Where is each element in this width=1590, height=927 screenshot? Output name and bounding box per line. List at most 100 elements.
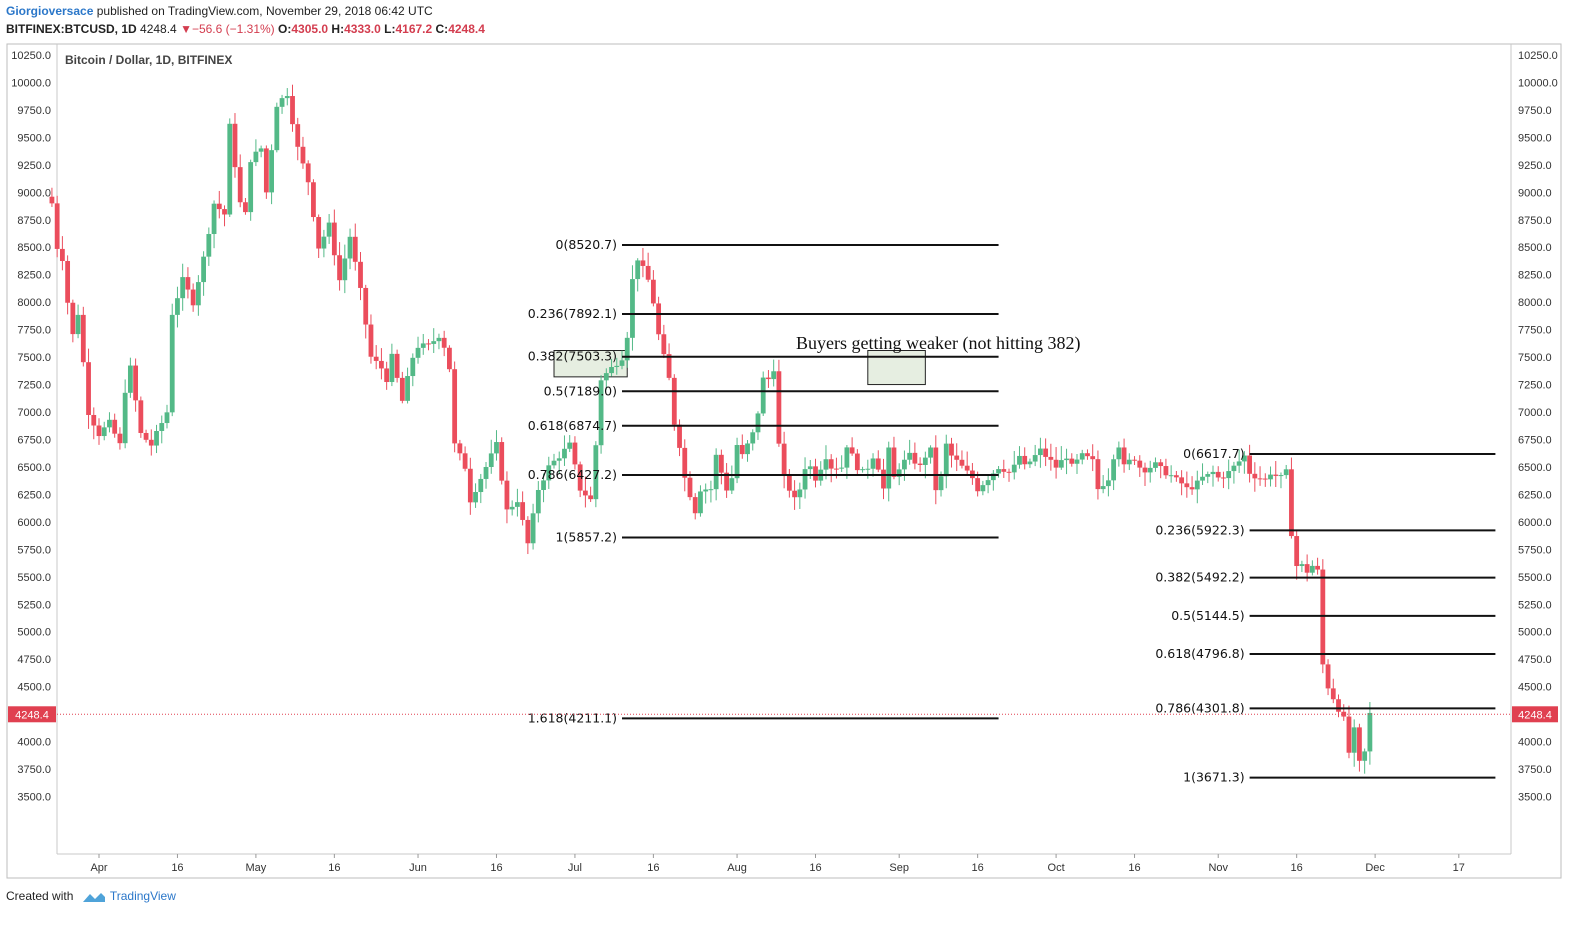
candle-body xyxy=(1043,448,1049,457)
candle-body xyxy=(1346,716,1352,753)
y-tick-label-left: 3750.0 xyxy=(17,764,51,776)
candle-body xyxy=(703,489,709,492)
candle-body xyxy=(54,203,60,249)
candle-body xyxy=(828,459,834,469)
x-tick-label: Apr xyxy=(90,862,107,874)
candle-body xyxy=(1304,564,1310,573)
candle-body xyxy=(405,376,410,401)
candle-body xyxy=(535,489,541,514)
y-tick-label-right: 3500.0 xyxy=(1518,792,1552,804)
fib-label: 0(8520.7) xyxy=(556,237,617,252)
candle-body xyxy=(1210,471,1216,475)
y-tick-label-left: 8000.0 xyxy=(17,297,51,309)
candle-body xyxy=(645,265,651,280)
y-tick-label-right: 8500.0 xyxy=(1518,242,1552,254)
low-value: 4167.2 xyxy=(395,22,433,36)
candle-body xyxy=(1053,459,1059,468)
candle-body xyxy=(985,480,991,486)
y-tick-label-right: 9250.0 xyxy=(1518,160,1552,172)
candle-body xyxy=(1111,459,1117,481)
candle-body xyxy=(1299,564,1305,567)
price-tag-left xyxy=(8,706,56,723)
candle-body xyxy=(776,371,782,444)
x-tick-label: Nov xyxy=(1208,862,1228,874)
candle-body xyxy=(687,477,693,498)
candle-body xyxy=(337,255,342,281)
price-change: −56.6 (−1.31%) xyxy=(191,22,275,36)
candle-body xyxy=(347,236,353,259)
publish-info: published on TradingView.com, November 2… xyxy=(96,4,433,18)
candle-body xyxy=(1126,459,1132,465)
last-price: 4248.4 xyxy=(140,22,177,36)
fib-label: 0.236(5922.3) xyxy=(1155,522,1244,537)
y-tick-label-left: 8750.0 xyxy=(17,215,51,227)
candle-body xyxy=(415,347,421,358)
candle-body xyxy=(169,314,175,413)
y-tick-label-left: 6250.0 xyxy=(17,489,51,501)
candle-body xyxy=(875,458,881,470)
candle-body xyxy=(980,485,986,492)
candle-body xyxy=(253,151,259,163)
y-tick-label-right: 4750.0 xyxy=(1518,654,1552,666)
candle-body xyxy=(949,443,954,456)
candle-body xyxy=(379,360,384,369)
candle-body xyxy=(1147,467,1153,473)
candle-body xyxy=(274,106,280,151)
candle-body xyxy=(86,362,91,415)
candle-body xyxy=(666,354,672,378)
candle-body xyxy=(1105,480,1111,487)
candle-body xyxy=(1320,569,1326,665)
candle-body xyxy=(190,289,196,306)
fib-label: 0.786(4301.8) xyxy=(1155,700,1244,715)
open-value: 4305.0 xyxy=(291,22,329,36)
x-tick-label: 16 xyxy=(490,862,502,874)
candle-body xyxy=(258,148,264,152)
candle-body xyxy=(127,365,133,393)
y-tick-label-left: 5750.0 xyxy=(17,544,51,556)
candle-body xyxy=(394,353,400,378)
y-tick-label-right: 9750.0 xyxy=(1518,105,1552,117)
candle-body xyxy=(1017,455,1022,465)
candle-body xyxy=(243,202,248,213)
candle-body xyxy=(896,469,902,477)
candle-body xyxy=(692,497,698,514)
y-tick-label-right: 8000.0 xyxy=(1518,297,1552,309)
candle-body xyxy=(515,502,520,507)
open-label: O: xyxy=(278,22,292,36)
candle-body xyxy=(1221,477,1226,479)
candle-body xyxy=(1241,455,1247,462)
candle-body xyxy=(854,453,860,471)
y-tick-label-right: 7500.0 xyxy=(1518,352,1552,364)
candle-body xyxy=(399,377,405,401)
candle-body xyxy=(786,474,792,491)
candle-body xyxy=(593,445,599,500)
candle-body xyxy=(342,258,348,281)
candle-body xyxy=(1001,469,1007,472)
fib-label: 0.618(6874.7) xyxy=(528,418,617,433)
close-value: 4248.4 xyxy=(448,22,485,36)
candle-body xyxy=(781,443,787,475)
candle-body xyxy=(441,337,447,348)
candle-body xyxy=(546,465,552,481)
candle-body xyxy=(488,453,494,467)
candle-body xyxy=(588,495,594,500)
candle-body xyxy=(75,314,81,335)
candle-body xyxy=(766,377,771,380)
x-tick-label: Aug xyxy=(727,862,747,874)
y-tick-label-left: 5500.0 xyxy=(17,572,51,584)
candle-body xyxy=(860,469,865,471)
candle-body xyxy=(713,454,719,490)
candle-body xyxy=(1179,477,1185,484)
candle-body xyxy=(1069,458,1075,464)
candle-body xyxy=(886,447,892,489)
y-tick-label-right: 7750.0 xyxy=(1518,325,1552,337)
fib-label: 1(5857.2) xyxy=(556,530,617,545)
x-tick-label: 16 xyxy=(972,862,984,874)
author-link[interactable]: Giorgioversace xyxy=(6,4,94,18)
candle-body xyxy=(284,96,290,99)
tradingview-link[interactable]: TradingView xyxy=(109,889,176,903)
y-tick-label-right: 5750.0 xyxy=(1518,544,1552,556)
candle-body xyxy=(797,489,803,498)
candle-body xyxy=(248,162,254,213)
close-label: C: xyxy=(435,22,449,36)
